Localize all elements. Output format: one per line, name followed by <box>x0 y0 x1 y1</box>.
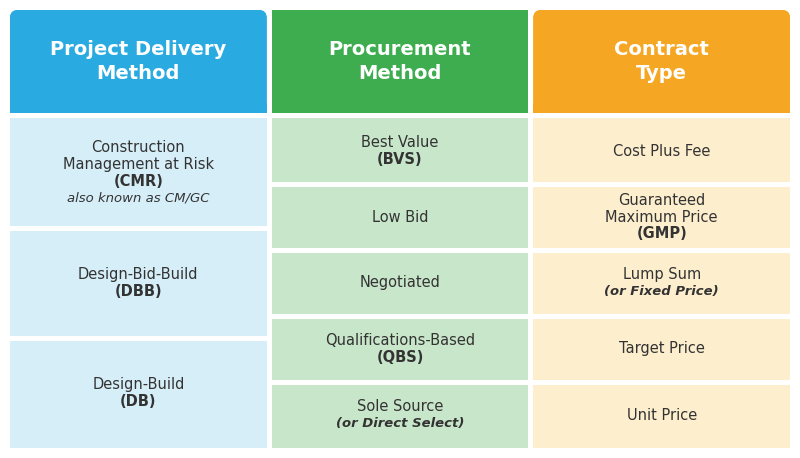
Text: Lump Sum: Lump Sum <box>622 267 701 282</box>
Bar <box>534 113 790 118</box>
Text: Design-Bid-Build: Design-Bid-Build <box>78 267 198 282</box>
Text: (GMP): (GMP) <box>636 226 687 241</box>
Bar <box>534 103 790 113</box>
Text: (DB): (DB) <box>120 394 157 409</box>
Text: Management at Risk: Management at Risk <box>62 157 214 172</box>
Text: (CMR): (CMR) <box>114 174 163 189</box>
Bar <box>272 113 528 118</box>
Bar <box>10 103 266 113</box>
Text: Design-Build: Design-Build <box>92 377 185 392</box>
Text: Sole Source: Sole Source <box>357 399 443 414</box>
FancyBboxPatch shape <box>534 10 790 113</box>
Text: Cost Plus Fee: Cost Plus Fee <box>613 143 710 158</box>
Bar <box>534 247 790 252</box>
Bar <box>272 118 528 128</box>
Text: Best Value: Best Value <box>362 135 438 150</box>
Text: Low Bid: Low Bid <box>372 209 428 224</box>
Bar <box>10 118 266 448</box>
FancyBboxPatch shape <box>534 10 790 448</box>
Bar <box>272 313 528 318</box>
FancyBboxPatch shape <box>534 118 790 448</box>
Text: Qualifications-Based: Qualifications-Based <box>325 333 475 348</box>
Bar <box>10 118 266 128</box>
Bar <box>272 118 528 448</box>
Bar <box>266 0 272 458</box>
Bar <box>10 225 266 230</box>
Text: Negotiated: Negotiated <box>359 276 441 290</box>
FancyBboxPatch shape <box>272 118 528 448</box>
Bar <box>534 313 790 318</box>
Bar <box>272 10 528 448</box>
Bar <box>272 181 528 186</box>
Text: Procurement
Method: Procurement Method <box>329 40 471 83</box>
Text: Construction: Construction <box>91 140 185 155</box>
Text: (or Direct Select): (or Direct Select) <box>336 417 464 430</box>
Text: Maximum Price: Maximum Price <box>606 209 718 224</box>
Text: Contract
Type: Contract Type <box>614 40 709 83</box>
Bar <box>534 380 790 385</box>
Bar <box>534 118 790 448</box>
Text: also known as CM/GC: also known as CM/GC <box>67 192 210 205</box>
Bar <box>528 0 534 458</box>
Bar <box>10 336 266 340</box>
Text: Unit Price: Unit Price <box>626 408 697 422</box>
Bar <box>534 118 790 128</box>
Text: (or Fixed Price): (or Fixed Price) <box>604 285 719 298</box>
Text: Project Delivery
Method: Project Delivery Method <box>50 40 226 83</box>
FancyBboxPatch shape <box>10 10 266 448</box>
FancyBboxPatch shape <box>10 10 266 113</box>
Text: Target Price: Target Price <box>618 342 705 356</box>
Text: Guaranteed: Guaranteed <box>618 193 706 207</box>
Text: (QBS): (QBS) <box>376 350 424 365</box>
Bar <box>272 380 528 385</box>
Text: (DBB): (DBB) <box>114 284 162 299</box>
Bar <box>272 247 528 252</box>
Bar <box>10 113 266 118</box>
FancyBboxPatch shape <box>272 10 528 113</box>
Text: (BVS): (BVS) <box>377 152 423 167</box>
Bar <box>534 181 790 186</box>
FancyBboxPatch shape <box>10 118 266 448</box>
Bar <box>272 103 528 113</box>
